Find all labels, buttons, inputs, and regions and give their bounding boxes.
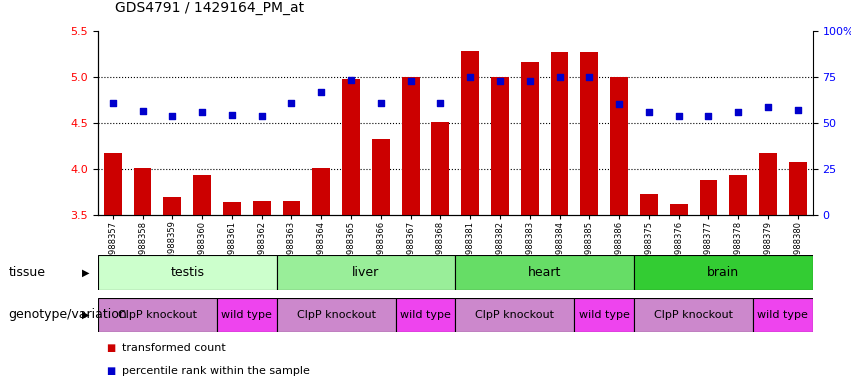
Bar — [223, 202, 241, 215]
Point — [344, 76, 357, 83]
Bar — [277, 255, 455, 290]
Bar — [342, 79, 360, 215]
Point — [523, 78, 536, 84]
Bar — [759, 153, 777, 215]
Bar — [455, 255, 634, 290]
Point — [553, 74, 567, 80]
Text: transformed count: transformed count — [122, 343, 226, 353]
Point — [374, 99, 387, 106]
Bar — [455, 298, 574, 332]
Point — [255, 113, 269, 119]
Point — [403, 78, 417, 84]
Bar — [729, 175, 747, 215]
Bar — [574, 298, 634, 332]
Text: ■: ■ — [106, 366, 116, 376]
Text: ■: ■ — [106, 343, 116, 353]
Bar — [396, 298, 455, 332]
Bar — [700, 180, 717, 215]
Bar — [670, 204, 688, 215]
Bar — [634, 255, 813, 290]
Point — [225, 111, 238, 118]
Bar — [461, 51, 479, 215]
Bar — [431, 122, 449, 215]
Point — [701, 113, 715, 119]
Bar — [163, 197, 181, 215]
Bar — [312, 168, 330, 215]
Point — [791, 107, 805, 113]
Bar — [402, 77, 420, 215]
Bar — [789, 162, 807, 215]
Text: genotype/variation: genotype/variation — [9, 308, 128, 321]
Bar — [98, 298, 217, 332]
Text: ClpP knockout: ClpP knockout — [476, 310, 554, 320]
Bar — [253, 201, 271, 215]
Point — [761, 104, 774, 110]
Point — [433, 99, 448, 106]
Bar — [640, 194, 658, 215]
Bar — [193, 175, 211, 215]
Point — [731, 109, 745, 115]
Text: ClpP knockout: ClpP knockout — [654, 310, 733, 320]
Text: wild type: wild type — [757, 310, 808, 320]
Text: testis: testis — [170, 266, 204, 279]
Bar — [217, 298, 277, 332]
Text: ClpP knockout: ClpP knockout — [297, 310, 375, 320]
Bar — [551, 52, 568, 215]
Point — [582, 74, 596, 80]
Text: liver: liver — [352, 266, 380, 279]
Point — [642, 109, 655, 115]
Bar — [753, 298, 813, 332]
Bar — [98, 255, 277, 290]
Point — [315, 88, 328, 94]
Point — [672, 113, 686, 119]
Text: ▶: ▶ — [82, 268, 89, 278]
Text: wild type: wild type — [400, 310, 451, 320]
Text: ClpP knockout: ClpP knockout — [118, 310, 197, 320]
Text: ▶: ▶ — [82, 310, 89, 320]
Bar — [277, 298, 396, 332]
Bar — [634, 298, 753, 332]
Text: GDS4791 / 1429164_PM_at: GDS4791 / 1429164_PM_at — [115, 2, 304, 15]
Bar — [610, 77, 628, 215]
Text: percentile rank within the sample: percentile rank within the sample — [122, 366, 310, 376]
Text: brain: brain — [707, 266, 740, 279]
Bar — [372, 139, 390, 215]
Text: wild type: wild type — [579, 310, 630, 320]
Text: tissue: tissue — [9, 266, 45, 279]
Text: heart: heart — [528, 266, 562, 279]
Point — [196, 109, 209, 115]
Point — [493, 78, 506, 84]
Text: wild type: wild type — [221, 310, 272, 320]
Bar — [134, 168, 151, 215]
Bar — [521, 62, 539, 215]
Bar — [104, 153, 122, 215]
Bar — [283, 201, 300, 215]
Point — [136, 108, 150, 114]
Bar — [491, 77, 509, 215]
Point — [463, 74, 477, 80]
Point — [165, 113, 179, 119]
Bar — [580, 52, 598, 215]
Point — [612, 101, 625, 108]
Point — [106, 99, 119, 106]
Point — [284, 99, 298, 106]
